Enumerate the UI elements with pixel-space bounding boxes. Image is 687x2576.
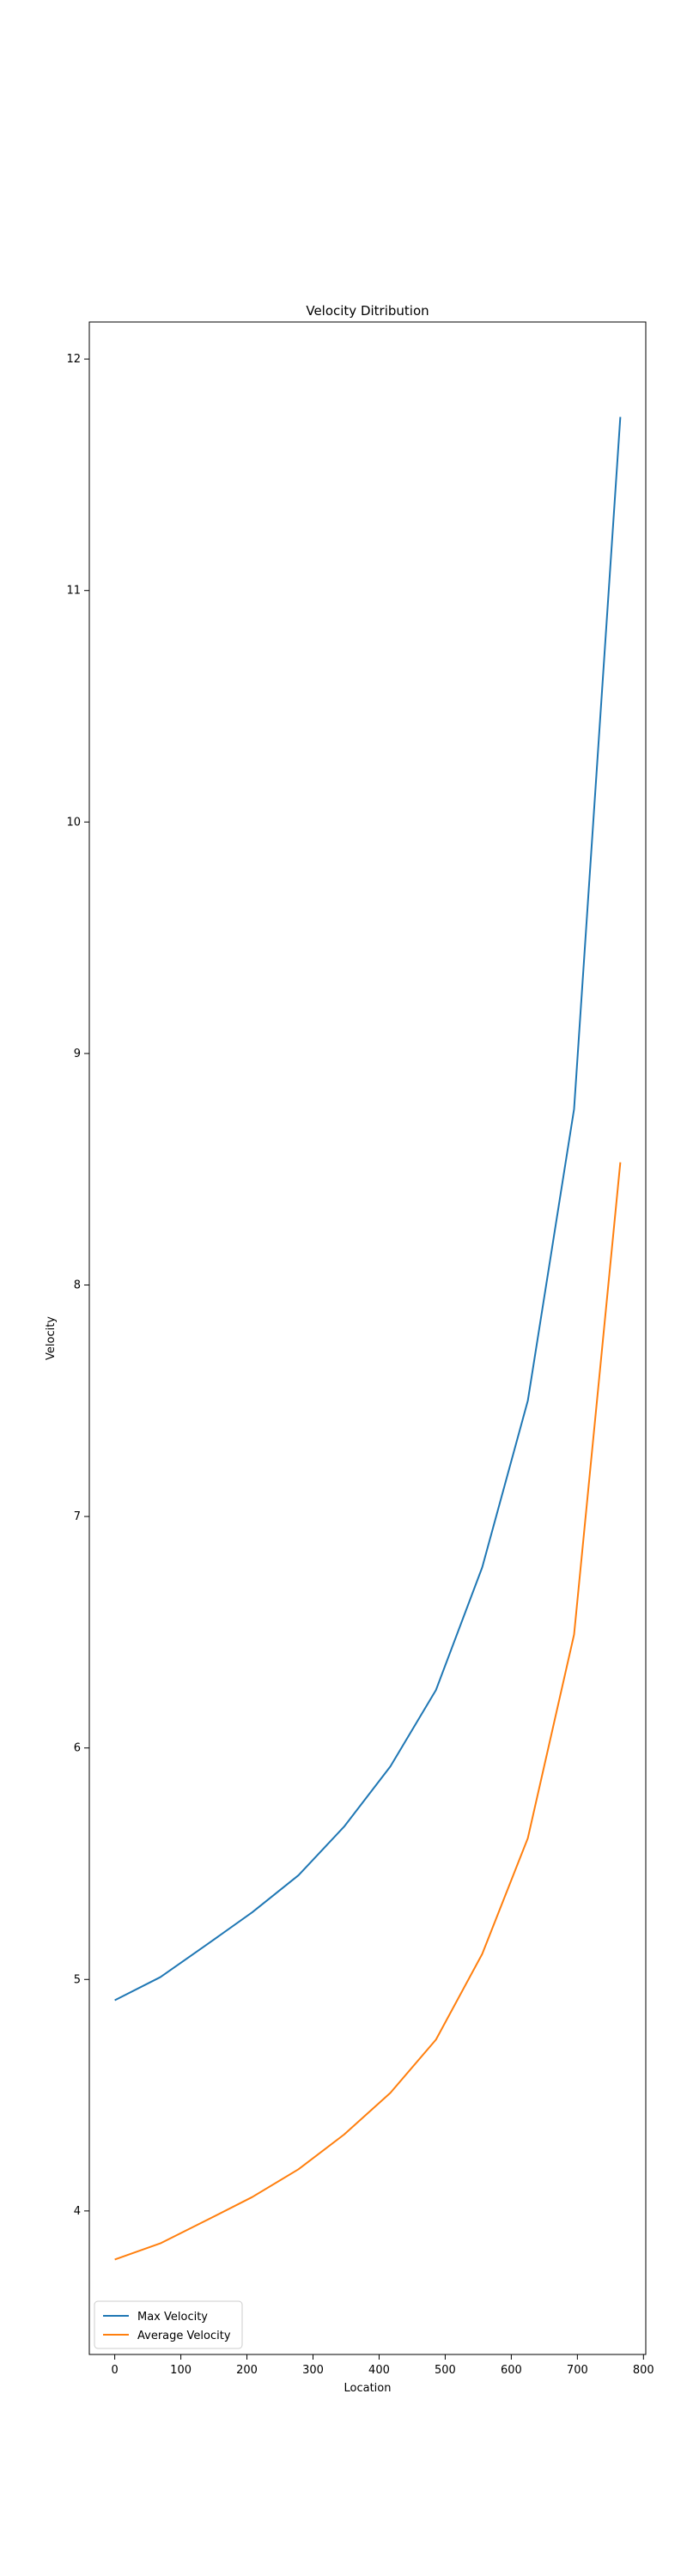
x-tick-label: 800 bbox=[633, 2364, 654, 2377]
series-line-average-velocity bbox=[114, 1162, 622, 2261]
series-lines bbox=[114, 416, 622, 2261]
x-tick-label: 100 bbox=[170, 2364, 192, 2377]
y-axis-label: Velocity bbox=[45, 1316, 58, 1360]
plot-frame bbox=[88, 321, 647, 2355]
y-tick-label: 12 bbox=[66, 353, 81, 366]
legend-label: Max Velocity bbox=[137, 2311, 208, 2324]
x-tick-label: 700 bbox=[567, 2364, 588, 2377]
y-tick-label: 9 bbox=[74, 1048, 81, 1060]
x-axis-label: Location bbox=[344, 2382, 392, 2395]
chart-title: Velocity Ditribution bbox=[306, 303, 429, 319]
x-tick-label: 300 bbox=[302, 2364, 324, 2377]
x-tick-label: 600 bbox=[501, 2364, 522, 2377]
x-tick-label: 500 bbox=[435, 2364, 456, 2377]
legend-box bbox=[94, 2300, 243, 2349]
y-tick-label: 10 bbox=[66, 816, 81, 829]
y-tick-label: 6 bbox=[74, 1742, 81, 1755]
x-tick-label: 0 bbox=[111, 2364, 118, 2377]
x-tick-label: 200 bbox=[236, 2364, 258, 2377]
y-tick-label: 4 bbox=[74, 2205, 81, 2218]
y-tick-label: 5 bbox=[74, 1973, 81, 1986]
x-tick-label: 400 bbox=[368, 2364, 390, 2377]
y-tick-label: 11 bbox=[66, 585, 81, 598]
legend: Max Velocity Average Velocity bbox=[94, 2300, 243, 2349]
legend-label: Average Velocity bbox=[137, 2330, 231, 2342]
y-tick-label: 7 bbox=[74, 1510, 81, 1523]
y-tick-label: 8 bbox=[74, 1279, 81, 1291]
axis-ticks: 0 100 200 300 400 500 600 700 800 4 5 6 7 8 9 10 11 12 bbox=[66, 353, 654, 2377]
series-line-max-velocity bbox=[114, 416, 622, 2002]
